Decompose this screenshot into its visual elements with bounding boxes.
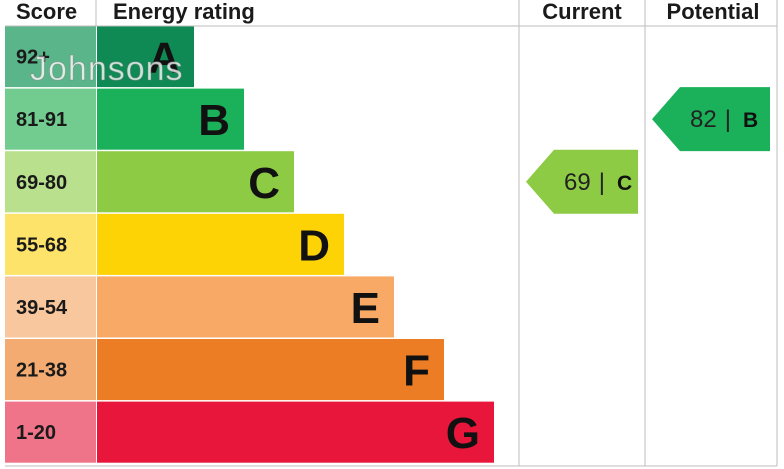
header-score: Score bbox=[16, 0, 77, 24]
potential-rating-value: 82 bbox=[690, 106, 717, 133]
current-rating-value: 69 bbox=[564, 169, 591, 196]
score-label-b: 81-91 bbox=[16, 109, 67, 131]
watermark-logo: Johnsons bbox=[30, 50, 184, 88]
score-label-d: 55-68 bbox=[16, 234, 67, 256]
rating-bands: 92+ A 81-91 B 69-80 C 55-68 D 39-54 E 21-38 F 1-20 G bbox=[5, 26, 494, 463]
header-potential: Potential bbox=[667, 0, 760, 24]
score-cell-b bbox=[5, 88, 96, 150]
rating-bar-g bbox=[97, 401, 494, 463]
score-cell-a bbox=[5, 26, 96, 88]
rating-bar-f bbox=[97, 339, 444, 401]
potential-rating-label: 82 | B bbox=[690, 106, 758, 133]
score-cell-e bbox=[5, 276, 96, 338]
rating-bar-d bbox=[97, 213, 344, 275]
rating-bar-b bbox=[97, 88, 244, 150]
header-current: Current bbox=[542, 0, 622, 24]
table-grid bbox=[5, 0, 778, 467]
rating-letter-f: F bbox=[403, 347, 430, 396]
current-rating-arrow bbox=[526, 149, 638, 214]
score-label-e: 39-54 bbox=[16, 297, 68, 319]
score-cell-f bbox=[5, 339, 96, 401]
rating-bar-a bbox=[97, 26, 194, 88]
potential-rating-arrow bbox=[652, 87, 770, 152]
header-energy-rating: Energy rating bbox=[113, 0, 255, 24]
score-label-c: 69-80 bbox=[16, 172, 67, 194]
rating-indicators: 69 | C 82 | B bbox=[526, 87, 770, 214]
score-cell-g bbox=[5, 401, 96, 463]
rating-letter-d: D bbox=[298, 221, 330, 270]
potential-rating-separator: | bbox=[725, 106, 731, 133]
rating-letter-b: B bbox=[198, 96, 230, 145]
rating-letter-c: C bbox=[248, 159, 280, 208]
current-rating-label: 69 | C bbox=[564, 169, 632, 196]
current-rating-letter: C bbox=[617, 172, 632, 195]
potential-rating-letter: B bbox=[743, 109, 758, 132]
score-cell-d bbox=[5, 213, 96, 275]
score-label-a: 92+ bbox=[16, 47, 50, 69]
rating-bar-c bbox=[97, 151, 294, 213]
rating-letter-a: A bbox=[148, 34, 180, 83]
score-label-g: 1-20 bbox=[16, 422, 56, 444]
rating-letter-e: E bbox=[351, 284, 380, 333]
current-rating-separator: | bbox=[599, 169, 605, 196]
score-label-f: 21-38 bbox=[16, 360, 67, 382]
rating-letter-g: G bbox=[446, 409, 480, 458]
score-cell-c bbox=[5, 151, 96, 213]
rating-bar-e bbox=[97, 276, 394, 338]
